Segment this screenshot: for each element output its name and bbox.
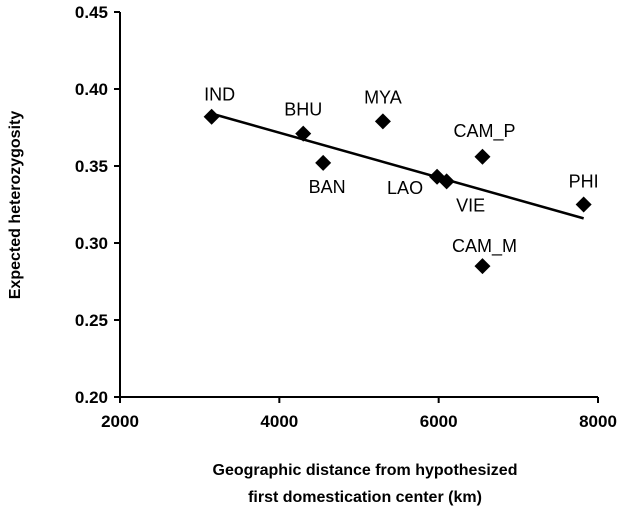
point-label-cam-p: CAM_P bbox=[453, 121, 515, 142]
axis-titles: Geographic distance from hypothesized fi… bbox=[7, 111, 517, 506]
x-tick-label: 6000 bbox=[420, 412, 458, 431]
point-label-lao: LAO bbox=[387, 178, 423, 198]
point-label-vie: VIE bbox=[456, 195, 485, 215]
data-point-mya bbox=[374, 113, 391, 130]
y-tick-label: 0.30 bbox=[75, 234, 108, 253]
point-label-bhu: BHU bbox=[284, 100, 322, 120]
point-label-ban: BAN bbox=[309, 177, 346, 197]
y-tick-label: 0.25 bbox=[75, 311, 108, 330]
trendline bbox=[211, 112, 584, 220]
point-label-phi: PHI bbox=[569, 172, 599, 192]
y-axis-title: Expected heterozygosity bbox=[7, 111, 24, 300]
axes bbox=[119, 12, 598, 398]
y-tick-label: 0.40 bbox=[75, 80, 108, 99]
points-group: IND BHU BAN MYA LAO VIE CAM_P CAM_M PHI bbox=[203, 85, 599, 275]
data-point-bhu bbox=[295, 125, 312, 142]
point-label-mya: MYA bbox=[364, 87, 402, 107]
point-label-ind: IND bbox=[204, 85, 235, 105]
x-tick-label: 8000 bbox=[579, 412, 617, 431]
x-tick-label: 4000 bbox=[260, 412, 298, 431]
x-tick-label: 2000 bbox=[101, 412, 139, 431]
x-axis-title-line2: first domestication center (km) bbox=[248, 489, 482, 506]
y-tick-label: 0.35 bbox=[75, 157, 108, 176]
data-point-cam-p bbox=[474, 148, 491, 165]
y-tick-label: 0.45 bbox=[75, 3, 108, 22]
x-axis-title-line1: Geographic distance from hypothesized bbox=[213, 462, 518, 479]
data-point-ban bbox=[315, 154, 332, 171]
trendline-group bbox=[211, 112, 584, 220]
data-point-ind bbox=[203, 108, 220, 125]
y-tick-label: 0.20 bbox=[75, 388, 108, 407]
data-point-vie bbox=[438, 173, 455, 190]
data-point-phi bbox=[575, 196, 592, 213]
ticks: 0.20 0.25 0.30 0.35 0.40 0.45 2000 4000 6000 8000 bbox=[75, 3, 617, 431]
point-label-cam-m: CAM_M bbox=[452, 236, 517, 257]
data-point-cam-m bbox=[474, 258, 491, 275]
